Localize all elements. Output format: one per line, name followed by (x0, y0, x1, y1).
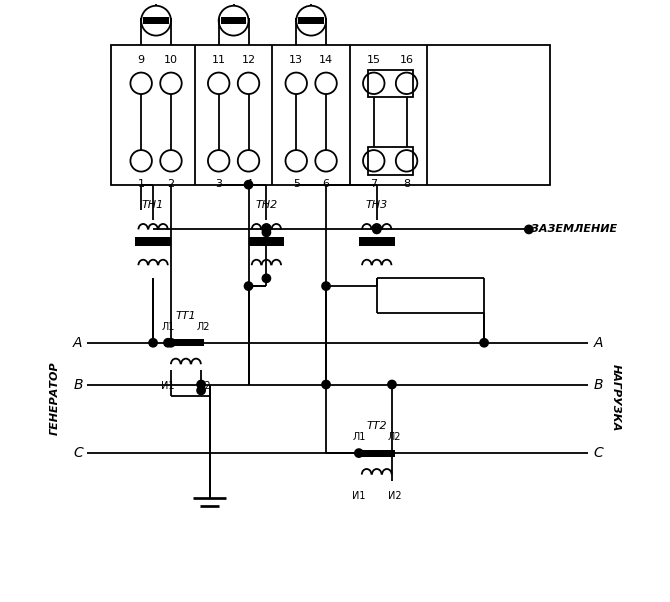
Text: Л1: Л1 (161, 322, 175, 332)
Circle shape (167, 338, 175, 347)
Bar (359, 237, 395, 246)
Text: ТН3: ТН3 (366, 200, 389, 210)
Circle shape (245, 282, 253, 290)
Text: C: C (73, 446, 82, 460)
Text: Л1: Л1 (352, 432, 366, 442)
Circle shape (373, 225, 381, 234)
Text: Л2: Л2 (197, 322, 210, 332)
Circle shape (262, 228, 271, 237)
Circle shape (197, 386, 205, 395)
Text: Л2: Л2 (388, 432, 401, 442)
Bar (359, 450, 395, 457)
Text: И2: И2 (388, 491, 401, 501)
Circle shape (149, 338, 157, 347)
Text: НАГРУЗКА: НАГРУЗКА (610, 364, 620, 432)
Text: И2: И2 (197, 381, 210, 391)
Text: 2: 2 (168, 179, 175, 189)
Text: A: A (593, 336, 603, 350)
Bar (249, 237, 284, 246)
Text: 12: 12 (241, 55, 255, 66)
Text: 13: 13 (289, 55, 304, 66)
Text: 5: 5 (293, 179, 299, 189)
Text: A: A (73, 336, 82, 350)
Text: ТН2: ТН2 (256, 200, 278, 210)
Bar (143, 17, 169, 24)
Text: C: C (593, 446, 603, 460)
Bar (368, 70, 413, 97)
Text: B: B (593, 377, 603, 391)
Text: B: B (73, 377, 82, 391)
Text: ЗАЗЕМЛЕНИЕ: ЗАЗЕМЛЕНИЕ (531, 225, 617, 234)
Text: 14: 14 (319, 55, 333, 66)
Text: 1: 1 (137, 179, 145, 189)
Circle shape (262, 274, 271, 282)
Bar (111, 45, 549, 185)
Circle shape (245, 181, 253, 189)
Circle shape (480, 338, 488, 347)
Bar (221, 17, 247, 24)
Circle shape (164, 338, 172, 347)
Circle shape (197, 380, 205, 389)
Text: 10: 10 (164, 55, 178, 66)
Text: ТН1: ТН1 (141, 200, 163, 210)
Text: 4: 4 (245, 179, 252, 189)
Bar (368, 147, 413, 175)
Bar (298, 17, 324, 24)
Text: 7: 7 (371, 179, 377, 189)
Circle shape (525, 225, 533, 234)
Text: И1: И1 (161, 381, 175, 391)
Text: 8: 8 (403, 179, 410, 189)
Text: ТТ2: ТТ2 (366, 421, 387, 431)
Text: И1: И1 (352, 491, 366, 501)
Circle shape (322, 380, 330, 389)
Circle shape (354, 449, 363, 458)
Circle shape (262, 225, 271, 234)
Text: 9: 9 (137, 55, 145, 66)
Text: 3: 3 (215, 179, 222, 189)
Circle shape (388, 380, 396, 389)
Text: 11: 11 (212, 55, 226, 66)
Text: 6: 6 (322, 179, 330, 189)
Bar (168, 339, 204, 346)
Text: 15: 15 (366, 55, 381, 66)
Bar (135, 237, 171, 246)
Circle shape (322, 282, 330, 290)
Text: ГЕНЕРАТОР: ГЕНЕРАТОР (50, 361, 60, 435)
Text: 16: 16 (399, 55, 413, 66)
Text: ТТ1: ТТ1 (176, 311, 196, 321)
